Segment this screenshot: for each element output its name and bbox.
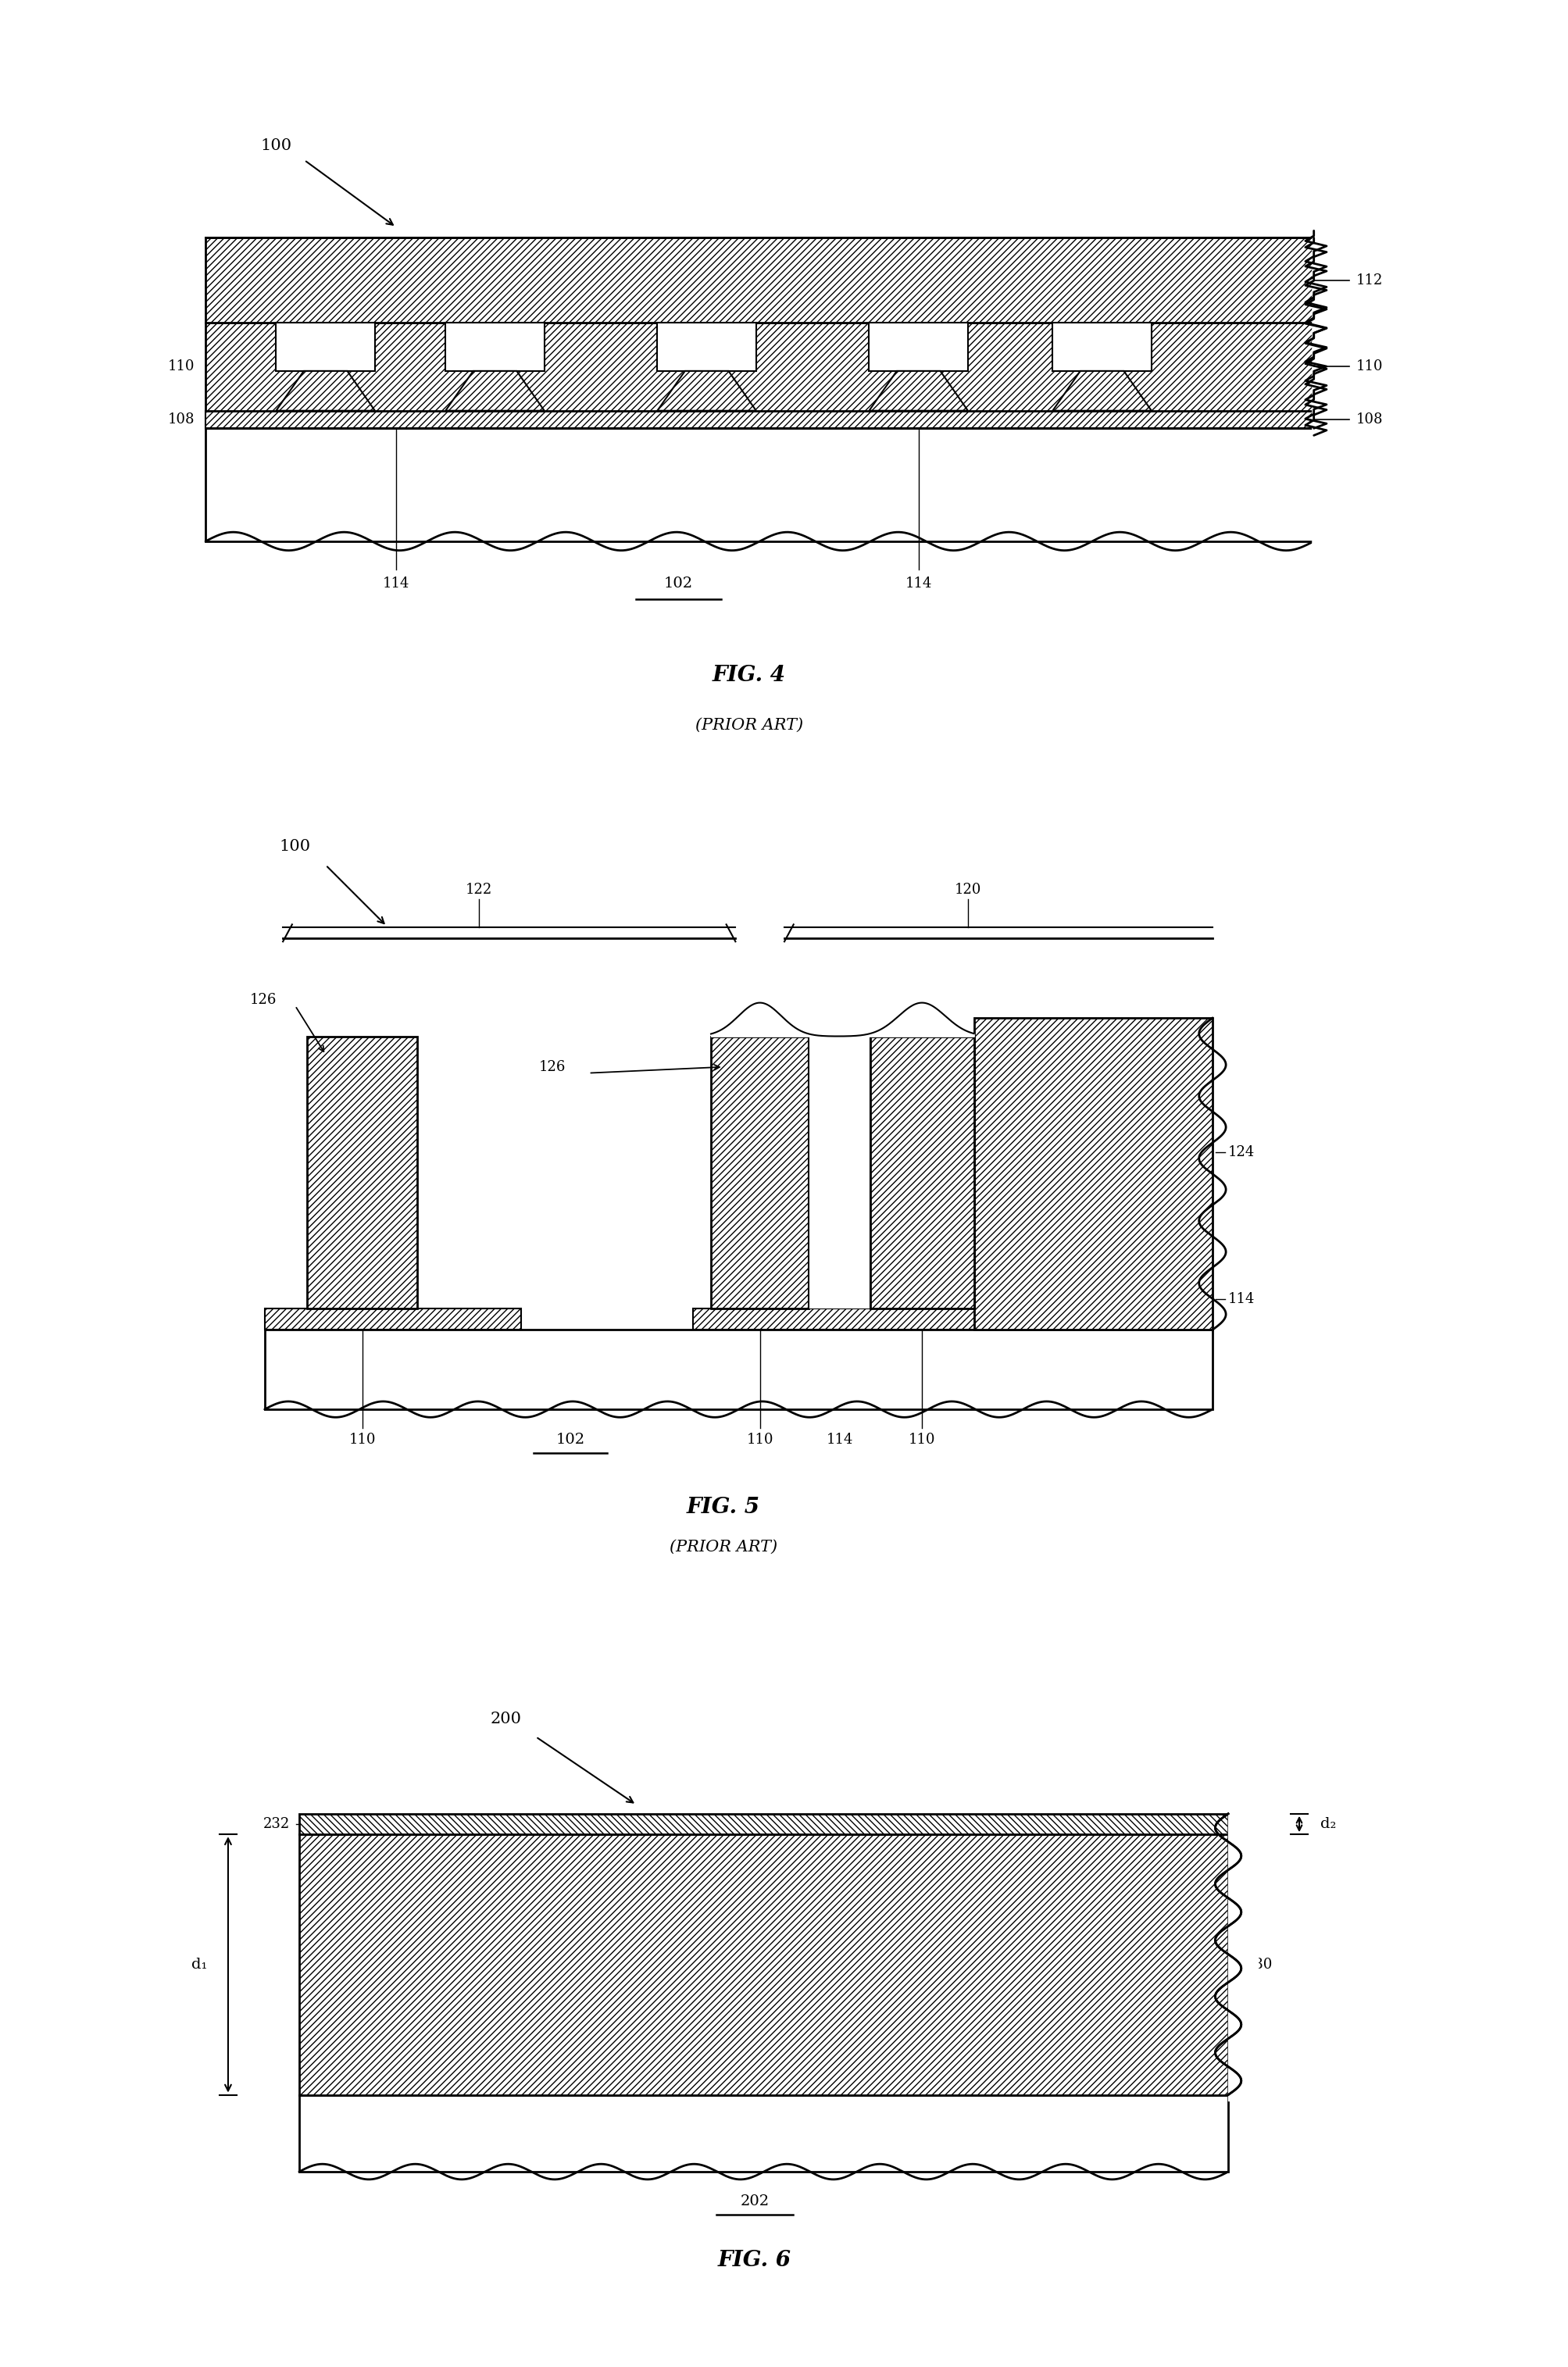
Bar [974, 1018, 1212, 1330]
Text: 100: 100 [279, 840, 310, 854]
Text: 112: 112 [1356, 272, 1383, 286]
Text: 122: 122 [466, 883, 492, 897]
Bar [205, 322, 1314, 412]
Polygon shape [1052, 372, 1151, 412]
Text: 126: 126 [538, 1060, 564, 1075]
Polygon shape [445, 372, 544, 412]
Text: 102: 102 [555, 1432, 585, 1446]
Bar [205, 237, 1314, 322]
Text: 114: 114 [905, 578, 931, 592]
Bar [299, 1813, 1228, 1834]
Text: (PRIOR ART): (PRIOR ART) [695, 717, 803, 731]
Bar [809, 1037, 870, 1309]
Text: 110: 110 [746, 1432, 773, 1446]
Bar [710, 1037, 809, 1309]
Bar [869, 322, 967, 372]
Text: 110: 110 [168, 360, 194, 374]
Bar [265, 1309, 521, 1330]
Bar [693, 1309, 1181, 1330]
Text: d₂: d₂ [1319, 1818, 1336, 1832]
Bar [657, 322, 756, 372]
Text: 110: 110 [348, 1432, 376, 1446]
Text: 110: 110 [908, 1432, 935, 1446]
Text: 120: 120 [953, 883, 982, 897]
Bar [1052, 322, 1151, 372]
Text: 126: 126 [249, 992, 276, 1006]
Polygon shape [869, 372, 967, 412]
Text: 232: 232 [263, 1818, 290, 1832]
Text: FIG. 4: FIG. 4 [712, 665, 786, 686]
Bar [205, 412, 1314, 428]
Bar [265, 1330, 1212, 1408]
Bar [870, 1037, 974, 1309]
Bar [307, 1037, 417, 1309]
Text: (PRIOR ART): (PRIOR ART) [670, 1539, 776, 1555]
Bar [299, 1834, 1228, 2095]
Bar [276, 322, 375, 372]
Bar [205, 428, 1314, 542]
Text: 110: 110 [1356, 360, 1383, 374]
Text: 202: 202 [740, 2194, 768, 2208]
Text: 100: 100 [260, 140, 292, 154]
Text: 114: 114 [1228, 1292, 1254, 1307]
Text: FIG. 5: FIG. 5 [687, 1496, 759, 1517]
Polygon shape [657, 372, 756, 412]
Text: d₁: d₁ [191, 1958, 207, 1972]
Bar [445, 322, 544, 372]
Text: 102: 102 [663, 578, 693, 592]
Text: 114: 114 [383, 578, 409, 592]
Text: 230: 230 [1245, 1958, 1272, 1972]
Text: 108: 108 [168, 412, 194, 426]
Bar [299, 2095, 1228, 2173]
Text: 108: 108 [1356, 412, 1383, 426]
Text: 124: 124 [1228, 1146, 1254, 1160]
Polygon shape [276, 372, 375, 412]
Text: 200: 200 [491, 1711, 522, 1726]
Text: 114: 114 [826, 1432, 853, 1446]
Text: FIG. 6: FIG. 6 [718, 2251, 792, 2270]
